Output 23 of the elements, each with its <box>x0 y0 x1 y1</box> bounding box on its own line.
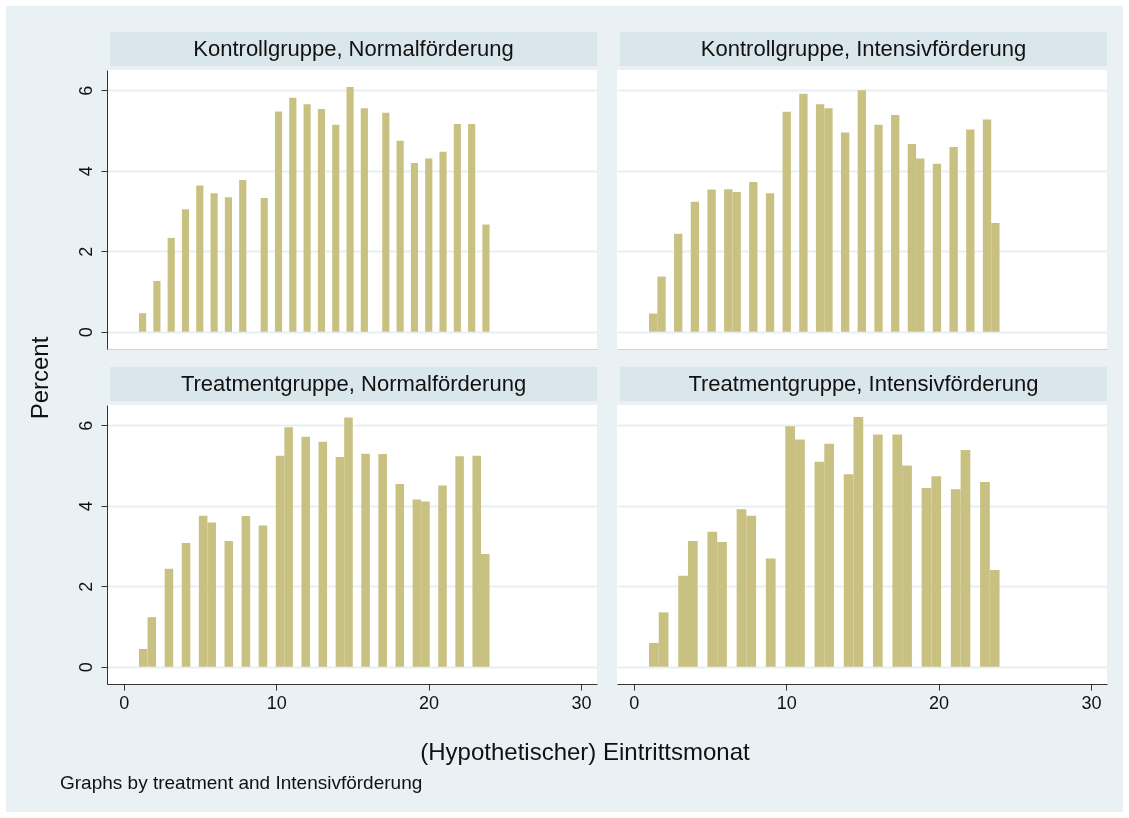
y-tick-label: 0 <box>75 327 96 338</box>
y-tick-label: 6 <box>75 420 96 431</box>
y-tick-label: 4 <box>75 166 96 177</box>
x-tick-label: 20 <box>419 692 440 713</box>
y-tick-label: 2 <box>75 246 96 257</box>
y-axis-title: Percent <box>26 336 54 420</box>
x-tick-label: 10 <box>266 692 287 713</box>
y-tick-label: 0 <box>75 662 96 673</box>
y-tick-label: 2 <box>75 581 96 592</box>
y-tick-label: 6 <box>75 85 96 96</box>
x-tick-label: 0 <box>629 692 640 713</box>
x-axis-title: (Hypothetischer) Eintrittsmonat <box>420 738 750 766</box>
chart-title: Kontrollgruppe, Normalförderung <box>110 32 597 66</box>
text: Graphs by treatment and Intensivförderung <box>60 772 423 794</box>
chart-title: Treatmentgruppe, Normalförderung <box>110 367 597 401</box>
x-tick-label: 30 <box>571 692 592 713</box>
x-tick-label: 30 <box>1081 692 1102 713</box>
x-tick-label: 0 <box>119 692 130 713</box>
x-tick-label: 20 <box>929 692 950 713</box>
x-tick-label: 10 <box>776 692 797 713</box>
chart-title: Kontrollgruppe, Intensivförderung <box>620 32 1107 66</box>
chart-title: Treatmentgruppe, Intensivförderung <box>620 367 1107 401</box>
y-tick-label: 4 <box>75 501 96 512</box>
